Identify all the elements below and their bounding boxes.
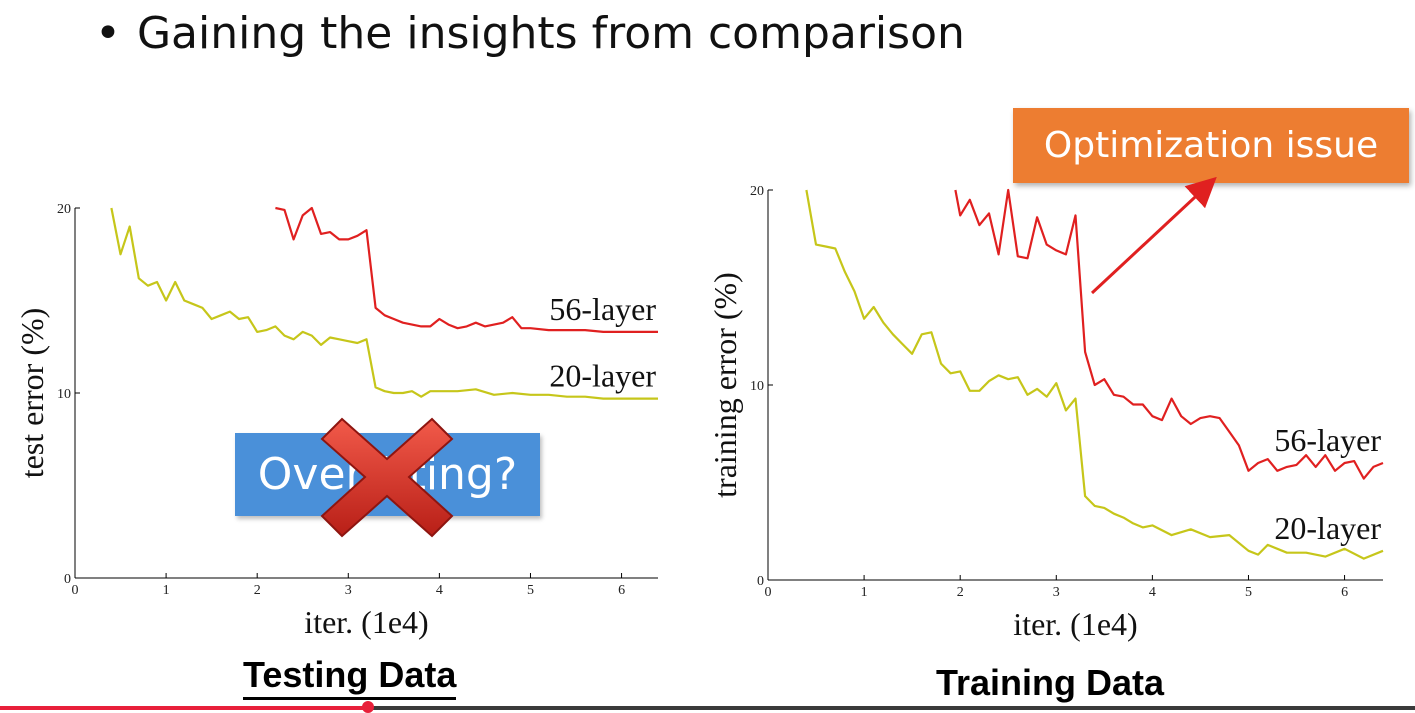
y-tick-label: 0 [757, 574, 764, 589]
red-x-icon [320, 417, 454, 538]
x-tick-label: 6 [618, 583, 625, 598]
video-progress-track[interactable] [0, 706, 1415, 710]
series-label-56-layer: 56-layer [549, 291, 656, 327]
x-tick-label: 1 [163, 583, 170, 598]
slide-title-text: Gaining the insights from comparison [136, 8, 965, 59]
x-tick-label: 1 [861, 585, 868, 600]
series-label-20-layer: 20-layer [549, 358, 656, 394]
video-progress-fill [0, 706, 368, 710]
x-tick-label: 3 [345, 583, 352, 598]
series-label-56-layer: 56-layer [1274, 422, 1381, 458]
series-line-56-layer [954, 188, 1384, 480]
training-error-chart: 0 1 2 3 4 5 6 0 10 20 iter. (1e4) training error (%… [707, 184, 1384, 642]
series-line-56-layer [275, 206, 658, 333]
y-tick-label: 10 [750, 379, 764, 394]
y-axis-label: training error (%) [707, 272, 743, 498]
x-tick-label: 2 [957, 585, 964, 600]
x-tick-label: 6 [1341, 585, 1348, 600]
y-tick-label: 0 [64, 572, 71, 587]
series-line-20-layer [805, 189, 1384, 560]
x-tick-label: 4 [1149, 585, 1156, 600]
x-tick-label: 5 [527, 583, 534, 598]
x-tick-label: 3 [1053, 585, 1060, 600]
x-tick-label: 0 [72, 583, 79, 598]
callout-arrow-icon [1090, 176, 1217, 295]
y-axis-label: test error (%) [14, 308, 50, 479]
x-axis-label: iter. (1e4) [304, 604, 428, 640]
slide-title: • Gaining the insights from comparison [95, 8, 965, 59]
x-tick-label: 4 [436, 583, 443, 598]
x-tick-label: 5 [1245, 585, 1252, 600]
series-line-20-layer [110, 207, 658, 400]
test-error-chart: 0 1 2 3 4 5 6 0 10 20 iter. (1e4) test error (%) 56-… [14, 202, 658, 640]
testing-data-caption: Testing Data [243, 655, 457, 700]
optimization-issue-callout: Optimization issue [1013, 108, 1409, 183]
bullet-glyph: • [95, 8, 121, 59]
y-tick-label: 20 [57, 202, 71, 217]
y-tick-label: 20 [750, 184, 764, 199]
x-axis-label: iter. (1e4) [1013, 606, 1137, 642]
video-progress-handle[interactable] [361, 701, 374, 713]
series-label-20-layer: 20-layer [1274, 510, 1381, 546]
y-tick-label: 10 [57, 387, 71, 402]
x-tick-label: 2 [254, 583, 261, 598]
training-data-caption: Training Data [936, 662, 1165, 703]
x-tick-label: 0 [765, 585, 772, 600]
